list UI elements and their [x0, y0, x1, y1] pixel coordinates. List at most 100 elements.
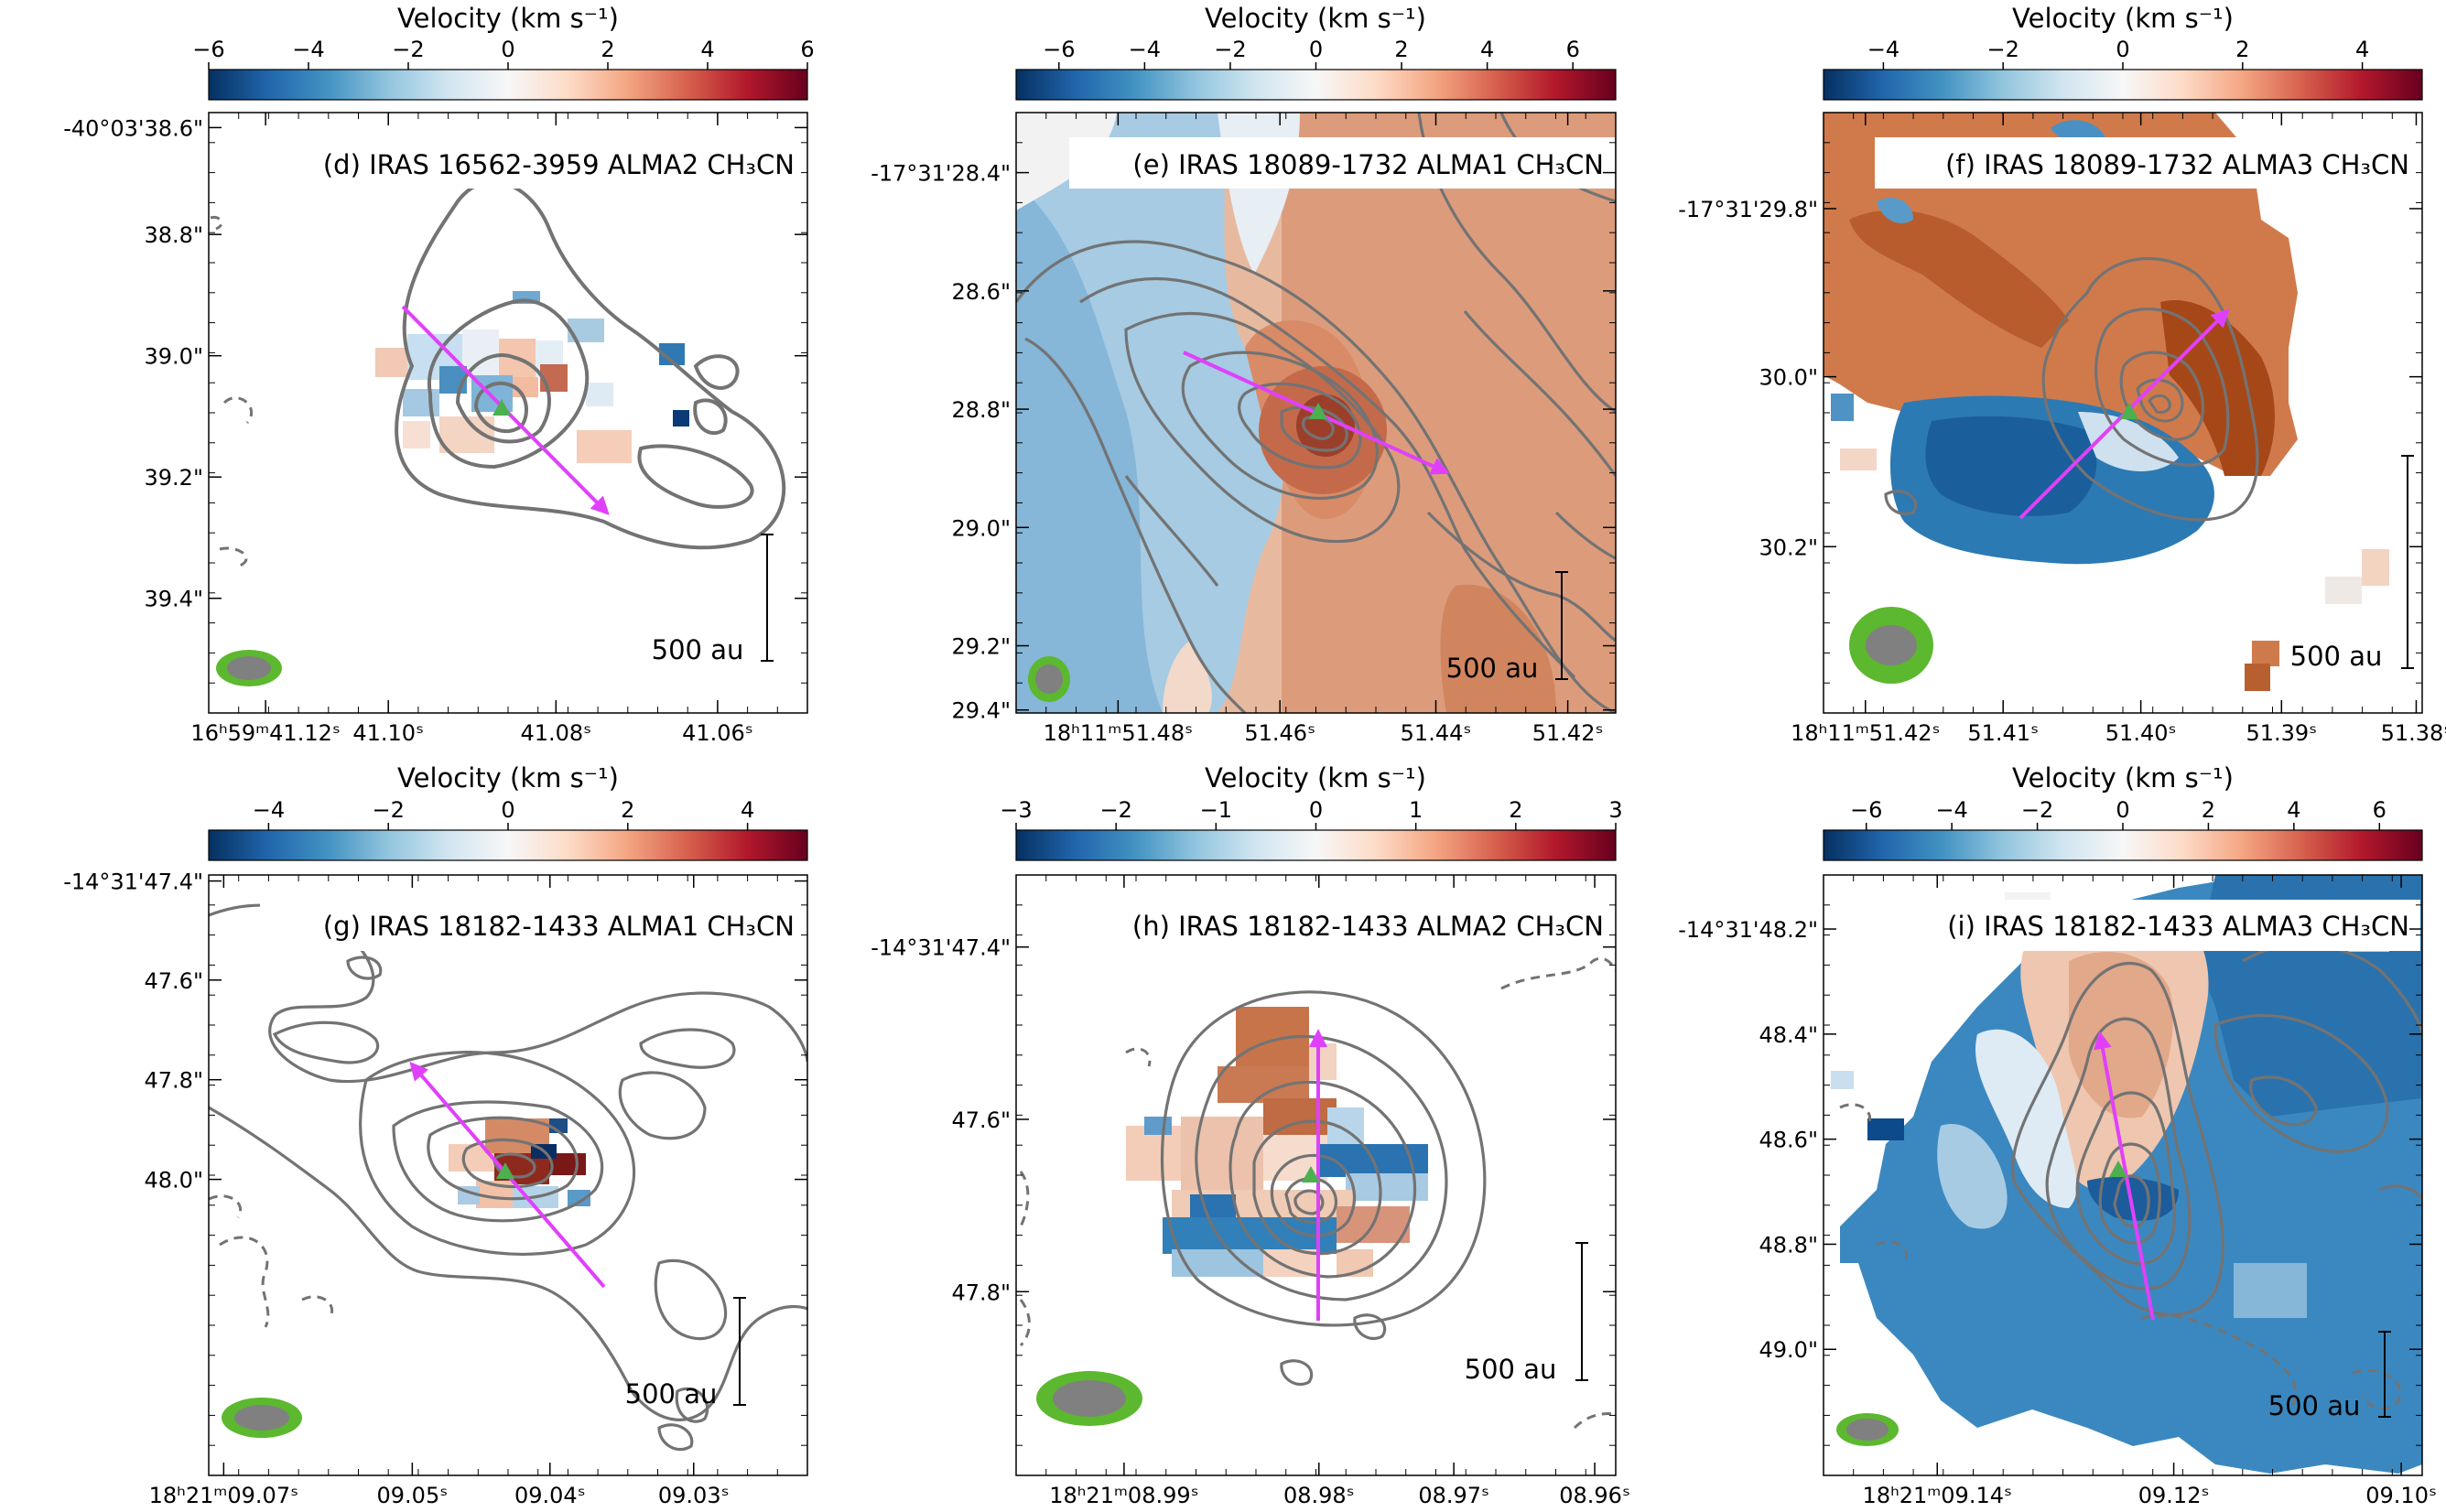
colorbar-i-bar [1823, 829, 2423, 861]
colorbar-tick-label-h-1: −2 [1099, 797, 1131, 823]
panel-d: Velocity (km s⁻¹) −6 −4 −2 0 2 4 6 [63, 3, 814, 746]
colorbar-tick-label-f-2: 0 [2116, 37, 2129, 62]
ytick-label-h-2: 47.8" [952, 1280, 1011, 1305]
colorbar-title-g: Velocity (km s⁻¹) [397, 762, 619, 794]
colorbar-tick-label-h-5: 2 [1509, 797, 1522, 823]
colorbar-tick-label-d-5: 4 [700, 37, 714, 62]
scalebar-h: 500 au [1465, 1242, 1588, 1385]
colorbar-tick-label-g-3: 2 [621, 797, 634, 823]
xtick-label-h-3: 08.96ˢ [1559, 1483, 1630, 1508]
map-area-e: 500 au (e) IRAS 18089-1732 ALMA1 CH₃CN 1… [871, 112, 1617, 746]
map-area-d: 500 au (d) IRAS 16562-3959 ALMA2 CH₃CN 1… [63, 112, 808, 746]
xtick-label-f-2: 51.40ˢ [2105, 720, 2177, 746]
scalebar-label-h: 500 au [1465, 1354, 1557, 1385]
title-box-d: (d) IRAS 16562-3959 ALMA2 CH₃CN [260, 137, 806, 189]
colorbar-f: Velocity (km s⁻¹) −4 −2 0 2 4 [1823, 3, 2423, 101]
title-box-h: (h) IRAS 18182-1433 ALMA2 CH₃CN [1069, 900, 1615, 951]
xtick-label-g-0: 18ʰ21ᵐ09.07ˢ [149, 1483, 298, 1508]
colorbar-g-bar [208, 829, 808, 861]
colorbar-tick-label-e-2: −2 [1214, 37, 1246, 62]
ytick-label-g-3: 48.0" [145, 1168, 203, 1193]
scalebar-i: 500 au [2268, 1331, 2391, 1421]
colorbar-tick-label-h-3: 0 [1309, 797, 1323, 823]
colorbar-tick-label-i-4: 2 [2202, 797, 2215, 823]
title-box-f: (f) IRAS 18089-1732 ALMA3 CH₃CN [1875, 137, 2420, 189]
xtick-label-f-3: 51.39ˢ [2246, 720, 2317, 746]
scalebar-g: 500 au [625, 1297, 746, 1409]
xtick-label-h-2: 08.97ˢ [1418, 1483, 1489, 1508]
ytick-label-g-1: 47.6" [145, 968, 203, 994]
title-box-e: (e) IRAS 18089-1732 ALMA1 CH₃CN [1069, 137, 1615, 189]
ytick-label-h-1: 47.6" [952, 1107, 1011, 1133]
source-marker-e [1309, 403, 1327, 419]
colorbar-tick-label-i-1: −4 [1935, 797, 1967, 823]
contours-g [209, 903, 807, 1452]
colorbar-f-bar [1823, 69, 2423, 101]
colorbar-tick-label-d-3: 0 [501, 37, 514, 62]
colorbar-e-bar [1015, 69, 1617, 101]
ytick-label-i-2: 48.6" [1759, 1128, 1818, 1153]
ytick-label-e-0: -17°31'28.4" [871, 161, 1011, 187]
scalebar-label-i: 500 au [2268, 1390, 2361, 1421]
panel-e: Velocity (km s⁻¹) −6 −4 −2 0 2 4 6 [871, 3, 1617, 746]
colorbar-tick-label-g-2: 0 [501, 797, 514, 823]
xtick-label-d-0: 16ʰ59ᵐ41.12ˢ [190, 720, 340, 746]
ytick-label-i-4: 49.0" [1759, 1337, 1818, 1363]
colorbar-g: Velocity (km s⁻¹) −4 −2 0 2 4 [208, 762, 808, 861]
ytick-label-h-0: -14°31'47.4" [871, 935, 1011, 961]
xtick-label-h-1: 08.98ˢ [1283, 1483, 1355, 1508]
title-box-g: (g) IRAS 18182-1433 ALMA1 CH₃CN [260, 900, 806, 951]
beam-e [1028, 656, 1070, 702]
ytick-label-d-0: -40°03'38.6" [63, 115, 203, 141]
scalebar-label-f: 500 au [2290, 641, 2383, 672]
xtick-label-g-3: 09.03ˢ [658, 1483, 730, 1508]
colorbar-tick-label-f-4: 4 [2355, 37, 2369, 62]
ytick-label-f-0: -17°31'29.8" [1678, 197, 1818, 222]
ytick-label-i-1: 48.4" [1759, 1022, 1818, 1048]
source-marker-h [1302, 1166, 1320, 1183]
panel-f: Velocity (km s⁻¹) −4 −2 0 2 4 [1678, 3, 2446, 746]
colorbar-tick-label-i-3: 0 [2116, 797, 2129, 823]
ytick-label-d-3: 39.2" [145, 465, 203, 491]
source-marker-i [2109, 1161, 2127, 1177]
ytick-label-f-1: 30.0" [1759, 365, 1818, 391]
contours-h [1160, 990, 1487, 1386]
colorbar-tick-label-i-6: 6 [2373, 797, 2386, 823]
scalebar-label-g: 500 au [625, 1378, 718, 1409]
colorbar-tick-label-e-1: −4 [1129, 37, 1161, 62]
beam-g [222, 1398, 302, 1438]
ytick-label-e-2: 28.8" [952, 397, 1011, 423]
map-area-g: 500 au (g) IRAS 18182-1433 ALMA1 CH₃CN 1… [63, 869, 808, 1508]
xtick-label-e-3: 51.42ˢ [1532, 720, 1604, 746]
xtick-label-g-1: 09.05ˢ [377, 1483, 449, 1508]
ytick-label-e-4: 29.2" [952, 634, 1011, 660]
panel-title-h: (h) IRAS 18182-1433 ALMA2 CH₃CN [1132, 911, 1604, 942]
colorbar-h: Velocity (km s⁻¹) −3 −2 −1 0 1 2 3 [1000, 762, 1623, 861]
ytick-label-g-0: -14°31'47.4" [63, 869, 203, 895]
colorbar-title-d: Velocity (km s⁻¹) [397, 3, 619, 34]
colorbar-tick-label-d-2: −2 [392, 37, 424, 62]
colorbar-tick-label-d-4: 2 [601, 37, 614, 62]
scalebar-d: 500 au [652, 534, 774, 665]
colorbar-tick-label-g-0: −4 [253, 797, 285, 823]
xtick-label-e-1: 51.46ˢ [1244, 720, 1315, 746]
xtick-label-f-0: 18ʰ11ᵐ51.42ˢ [1791, 720, 1940, 746]
xtick-label-h-0: 18ʰ21ᵐ08.99ˢ [1049, 1483, 1198, 1508]
scalebar-e: 500 au [1446, 571, 1568, 684]
colorbar-tick-label-h-0: −3 [1000, 797, 1032, 823]
colorbar-tick-label-h-2: −1 [1200, 797, 1232, 823]
xtick-label-i-2: 09.10ˢ [2365, 1483, 2437, 1508]
colorbar-tick-label-g-4: 4 [741, 797, 754, 823]
colorbar-tick-label-e-4: 2 [1394, 37, 1408, 62]
source-marker-d [492, 399, 511, 416]
colorbar-tick-label-i-5: 4 [2287, 797, 2300, 823]
xtick-label-f-1: 51.41ˢ [1967, 720, 2039, 746]
scalebar-f: 500 au [2290, 455, 2414, 672]
colorbar-tick-label-h-6: 3 [1608, 797, 1622, 823]
colorbar-tick-label-h-4: 1 [1409, 797, 1423, 823]
colorbar-i: Velocity (km s⁻¹) −6 −4 −2 0 2 4 6 [1823, 762, 2423, 861]
negative-contours-g [209, 1194, 334, 1328]
colorbar-tick-label-g-1: −2 [373, 797, 405, 823]
contours-e [1016, 113, 1616, 713]
